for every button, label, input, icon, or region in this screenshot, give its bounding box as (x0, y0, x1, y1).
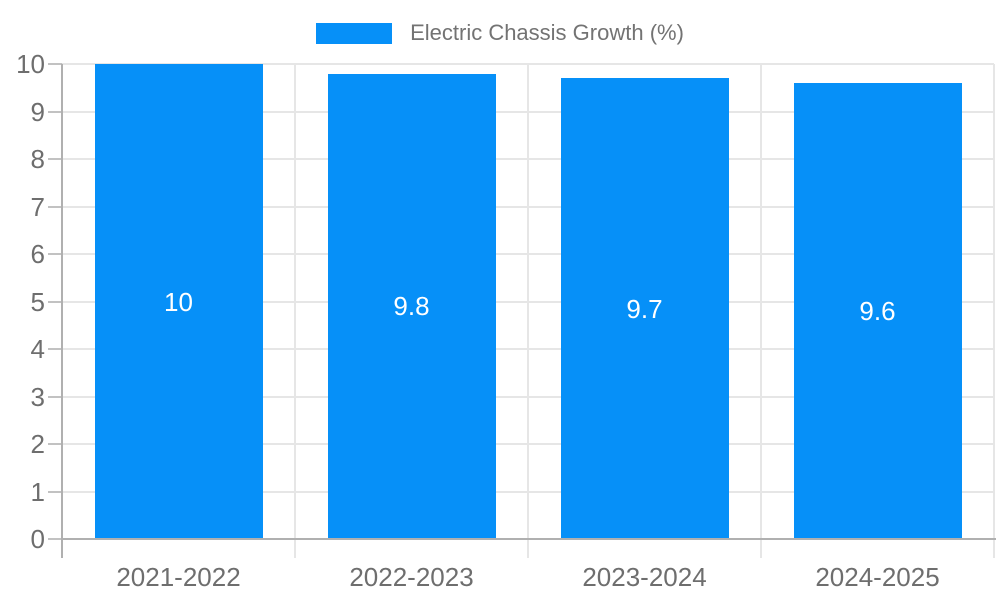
bar[interactable] (94, 64, 263, 538)
y-axis-tick (48, 443, 62, 445)
y-axis-label: 0 (30, 524, 45, 554)
y-axis-label: 8 (30, 144, 45, 174)
y-axis-label: 9 (30, 96, 45, 127)
y-axis-label: 2 (30, 429, 45, 459)
legend-label: Electric Chassis Growth (%) (410, 20, 684, 45)
gridline-vertical (993, 64, 995, 558)
y-axis-tick (48, 253, 62, 255)
x-axis-line (62, 538, 996, 540)
x-axis-label: 2021-2022 (116, 562, 241, 592)
gridline-vertical (527, 64, 529, 558)
x-axis-label: 2022-2023 (349, 562, 474, 592)
y-axis-tick (48, 63, 62, 65)
bar[interactable] (327, 73, 496, 538)
y-axis-tick (48, 395, 62, 398)
bar-value-label: 9.6 (859, 296, 896, 326)
y-axis-label: 1 (30, 476, 45, 507)
bar-value-label: 10 (164, 286, 193, 317)
x-axis-label: 2023-2024 (582, 562, 707, 592)
y-axis-label: 10 (16, 49, 45, 79)
y-axis-tick (48, 205, 62, 208)
gridline-vertical (294, 64, 296, 558)
y-axis-tick (48, 158, 62, 160)
gridline-vertical (760, 64, 762, 558)
x-axis-label: 2024-2025 (815, 562, 940, 592)
y-axis-tick (48, 538, 62, 540)
y-axis-label: 7 (30, 191, 45, 222)
bar-value-label: 9.8 (393, 291, 430, 322)
bar[interactable] (560, 78, 729, 538)
y-axis-line (61, 64, 63, 558)
y-axis-tick (48, 300, 62, 303)
y-axis-label: 4 (30, 334, 45, 364)
bar-value-label: 9.7 (626, 293, 663, 324)
y-axis-label: 3 (30, 381, 45, 412)
y-axis-tick (48, 110, 62, 113)
legend[interactable]: Electric Chassis Growth (%) (0, 16, 1000, 50)
y-axis-tick (48, 490, 62, 493)
y-axis-label: 6 (30, 239, 45, 269)
y-axis-tick (48, 348, 62, 350)
bar[interactable] (793, 83, 962, 538)
legend-swatch (316, 22, 393, 44)
y-axis-label: 5 (30, 286, 45, 317)
